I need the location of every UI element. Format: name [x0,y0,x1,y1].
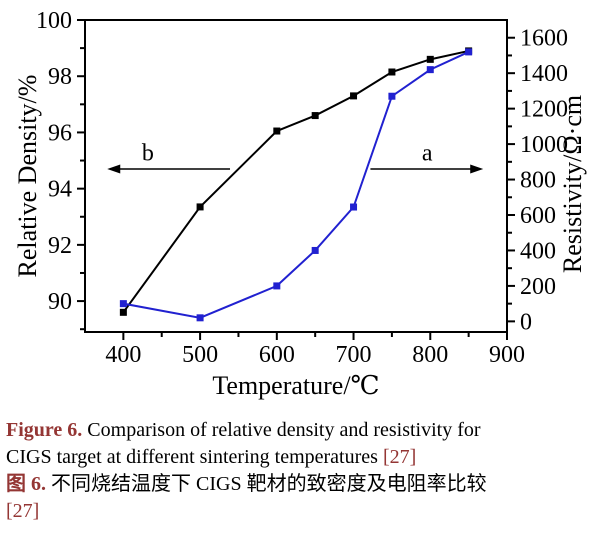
series-a-line [123,51,470,319]
caption-figure-label-zh: 图 6. [6,473,46,495]
series-b-line [122,49,469,313]
caption-reference-zh: [27] [6,500,40,522]
x-tick-label: 800 [412,342,448,368]
caption-en-text-1: Comparison of relative density and resis… [82,419,481,441]
data-point-a-500 [196,314,204,322]
caption-zh-line-2: [27] [6,498,596,525]
plot-frame [84,19,508,333]
x-tick-label: 900 [489,342,525,368]
data-point-a-700 [350,203,358,211]
arrowhead-a [470,164,484,174]
x-axis-title: Temperature/℃ [212,371,379,400]
x-tick-label: 400 [105,342,141,368]
y-left-tick-label: 96 [48,120,72,146]
y-right-tick-label: 0 [520,309,532,335]
data-point-a-600 [273,282,281,290]
data-point-a-750 [388,92,396,100]
y-right-tick-label: 400 [520,238,556,264]
caption-zh-text: 不同烧结温度下 CIGS 靶材的致密度及电阻率比较 [46,473,487,495]
series-b [119,47,473,316]
sintering-temperature-chart: 400 500 600 700 800 9009092949698100020040060… [13,8,587,400]
y-right-tick-label: 1400 [520,61,568,87]
arrowhead-b [107,164,121,174]
annotation-label-a: a [422,141,433,167]
annotation-arrow-b: b [107,141,231,174]
y-left-tick-label: 100 [36,8,72,34]
annotation-label-b: b [142,141,154,167]
x-tick-label: 600 [259,342,295,368]
caption-en-line-1: Figure 6. Comparison of relative density… [6,417,596,444]
caption-reference-en: [27] [382,446,417,468]
data-point-b-600 [273,127,281,135]
data-point-b-650 [311,112,319,120]
y-right-tick-label: 1200 [520,97,568,123]
y-axis-right-title: Resistivity/Ω·cm [558,95,587,273]
data-point-b-500 [196,203,204,211]
y-right-tick-label: 200 [520,274,556,300]
y-left-tick-label: 92 [48,233,72,259]
caption-en-line-2: CIGS target at different sintering tempe… [6,444,596,471]
annotation-arrow-a: a [370,141,484,174]
data-point-b-800 [426,55,434,63]
y-right-tick-label: 600 [520,203,556,229]
caption-zh-line-1: 图 6. 不同烧结温度下 CIGS 靶材的致密度及电阻率比较 [6,471,596,498]
data-point-a-800 [426,66,434,74]
y-right-tick-label: 1600 [520,26,568,52]
x-tick-label: 700 [336,342,372,368]
y-axis-right: 0 200 400 600 800 1000 1200 1400 1600 [507,26,568,335]
figure-caption: Figure 6. Comparison of relative density… [6,417,596,525]
data-point-a-650 [311,246,319,254]
caption-figure-label-en: Figure 6. [6,419,83,441]
data-point-a-850 [465,48,473,56]
y-axis-left: 90 92 94 96 98 100 [36,8,85,331]
series-a [119,48,473,322]
y-left-tick-label: 94 [48,177,72,203]
caption-en-text-2: CIGS target at different sintering tempe… [6,446,383,468]
y-right-tick-label: 800 [520,168,556,194]
y-left-tick-label: 90 [48,289,72,315]
data-point-b-700 [350,92,358,100]
data-point-b-400 [119,308,127,316]
figure-page: 400 500 600 700 800 900 90 92 94 96 98 100 0 200 400 60… [6,8,587,522]
y-right-tick-label: 1000 [520,132,568,158]
y-axis-left-title: Relative Density/% [13,75,42,278]
x-axis: 400 500 600 700 800 900 [105,332,525,368]
x-tick-label: 500 [182,342,218,368]
y-left-tick-label: 98 [48,64,72,90]
data-point-b-750 [388,68,396,76]
data-point-a-400 [119,300,127,308]
